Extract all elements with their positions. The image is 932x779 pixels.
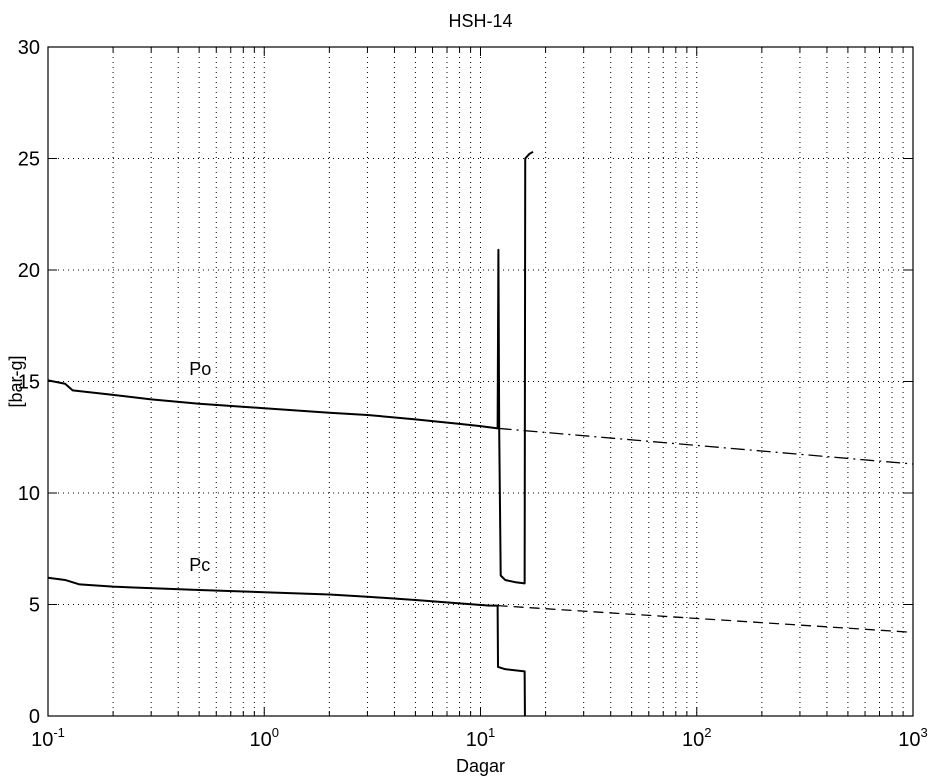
x-tick-base: 10 — [31, 729, 53, 751]
x-tick-exponent: 1 — [488, 725, 495, 740]
y-tick-label: 15 — [18, 372, 40, 394]
x-tick-label: 101 — [466, 725, 495, 751]
x-tick-exponent: 2 — [704, 725, 711, 740]
annotation-label: Pc — [189, 555, 210, 575]
y-tick-label: 30 — [18, 37, 40, 59]
chart-title: HSH-14 — [448, 11, 512, 31]
y-tick-label: 10 — [18, 483, 40, 505]
series-line-dashed — [497, 604, 914, 634]
series-line — [47, 150, 534, 585]
x-tick-exponent: 3 — [921, 725, 928, 740]
annotation-label: Po — [189, 359, 211, 379]
y-tick-label: 20 — [18, 260, 40, 282]
x-axis-title: Dagar — [456, 756, 505, 776]
x-tick-base: 10 — [466, 729, 488, 751]
y-tick-label: 5 — [29, 595, 40, 617]
grid — [48, 47, 913, 716]
x-tick-exponent: -1 — [53, 725, 65, 740]
series-line-dashdot — [497, 427, 914, 465]
plot-series — [47, 150, 914, 717]
x-tick-base: 10 — [250, 729, 272, 751]
y-tick-labels: 0 5 10 15 20 25 30 — [18, 37, 40, 728]
x-tick-exponent: 0 — [272, 725, 279, 740]
x-tick-label: 102 — [682, 725, 711, 751]
tick-marks — [47, 46, 913, 717]
series-line — [47, 576, 526, 717]
x-tick-base: 10 — [898, 729, 920, 751]
y-tick-label: 0 — [29, 706, 40, 728]
y-axis-title: [bar-g] — [6, 355, 26, 407]
y-tick-label: 25 — [18, 149, 40, 171]
x-tick-label: 100 — [250, 725, 279, 751]
x-tick-label: 103 — [898, 725, 927, 751]
x-tick-base: 10 — [682, 729, 704, 751]
annotations: Po Pc — [189, 359, 211, 575]
x-tick-label: 10-1 — [31, 725, 65, 751]
x-tick-labels: 10-1 100 101 102 103 — [31, 725, 928, 751]
